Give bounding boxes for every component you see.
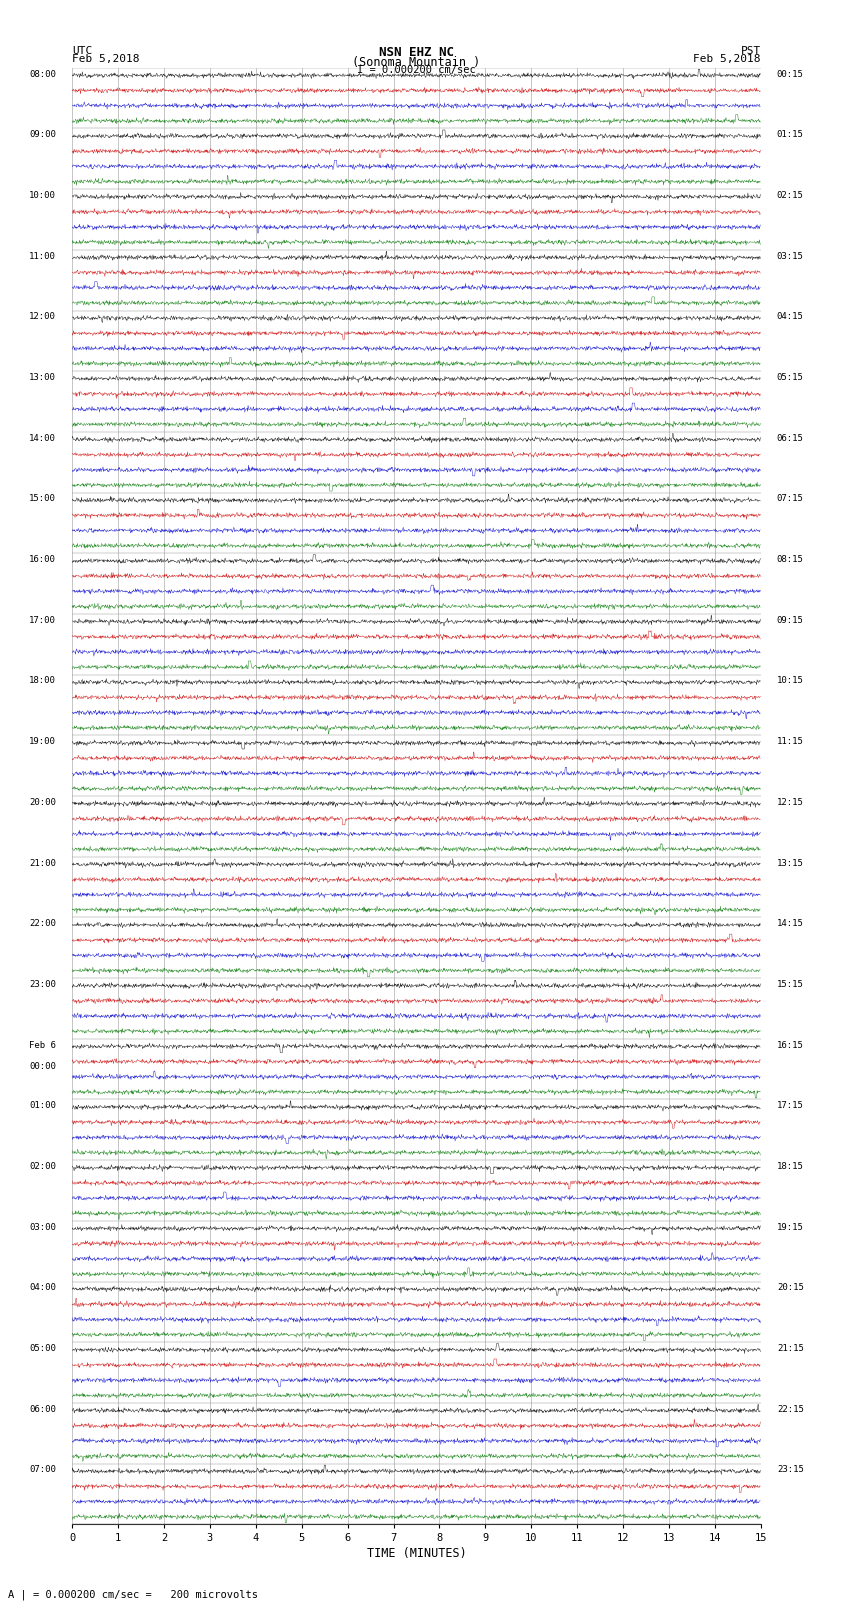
Text: 02:00: 02:00 — [29, 1161, 56, 1171]
Text: 07:00: 07:00 — [29, 1466, 56, 1474]
Text: PST: PST — [740, 45, 761, 56]
Text: 21:00: 21:00 — [29, 858, 56, 868]
Text: A | = 0.000200 cm/sec =   200 microvolts: A | = 0.000200 cm/sec = 200 microvolts — [8, 1589, 258, 1600]
Text: 23:00: 23:00 — [29, 981, 56, 989]
Text: 17:00: 17:00 — [29, 616, 56, 624]
Text: 05:15: 05:15 — [777, 373, 804, 382]
Text: 08:15: 08:15 — [777, 555, 804, 565]
Text: 06:15: 06:15 — [777, 434, 804, 442]
Text: 01:15: 01:15 — [777, 131, 804, 139]
Text: UTC: UTC — [72, 45, 93, 56]
Text: 22:00: 22:00 — [29, 919, 56, 927]
Text: 14:15: 14:15 — [777, 919, 804, 927]
Text: 16:00: 16:00 — [29, 555, 56, 565]
Text: 14:00: 14:00 — [29, 434, 56, 442]
Text: 15:00: 15:00 — [29, 495, 56, 503]
Text: NSN EHZ NC: NSN EHZ NC — [379, 45, 454, 60]
Text: 11:00: 11:00 — [29, 252, 56, 261]
Text: 00:00: 00:00 — [29, 1061, 56, 1071]
Text: 23:15: 23:15 — [777, 1466, 804, 1474]
Text: 19:15: 19:15 — [777, 1223, 804, 1232]
Text: 09:15: 09:15 — [777, 616, 804, 624]
Text: 18:15: 18:15 — [777, 1161, 804, 1171]
Text: (Sonoma Mountain ): (Sonoma Mountain ) — [353, 56, 480, 69]
Text: I = 0.000200 cm/sec: I = 0.000200 cm/sec — [357, 65, 476, 76]
Text: 19:00: 19:00 — [29, 737, 56, 747]
Text: 10:00: 10:00 — [29, 190, 56, 200]
Text: 06:00: 06:00 — [29, 1405, 56, 1413]
Text: 02:15: 02:15 — [777, 190, 804, 200]
Text: 09:00: 09:00 — [29, 131, 56, 139]
Text: Feb 5,2018: Feb 5,2018 — [72, 53, 139, 65]
Text: 03:15: 03:15 — [777, 252, 804, 261]
Text: 16:15: 16:15 — [777, 1040, 804, 1050]
Text: 07:15: 07:15 — [777, 495, 804, 503]
Text: 15:15: 15:15 — [777, 981, 804, 989]
Text: 04:15: 04:15 — [777, 313, 804, 321]
Text: 20:00: 20:00 — [29, 798, 56, 806]
Text: 17:15: 17:15 — [777, 1102, 804, 1110]
Text: 22:15: 22:15 — [777, 1405, 804, 1413]
Text: 12:15: 12:15 — [777, 798, 804, 806]
Text: 13:00: 13:00 — [29, 373, 56, 382]
Text: 05:00: 05:00 — [29, 1344, 56, 1353]
Text: 03:00: 03:00 — [29, 1223, 56, 1232]
Text: 21:15: 21:15 — [777, 1344, 804, 1353]
Text: 13:15: 13:15 — [777, 858, 804, 868]
Text: 11:15: 11:15 — [777, 737, 804, 747]
X-axis label: TIME (MINUTES): TIME (MINUTES) — [366, 1547, 467, 1560]
Text: Feb 5,2018: Feb 5,2018 — [694, 53, 761, 65]
Text: 01:00: 01:00 — [29, 1102, 56, 1110]
Text: 10:15: 10:15 — [777, 676, 804, 686]
Text: Feb 6: Feb 6 — [29, 1040, 56, 1050]
Text: 00:15: 00:15 — [777, 69, 804, 79]
Text: 12:00: 12:00 — [29, 313, 56, 321]
Text: 04:00: 04:00 — [29, 1284, 56, 1292]
Text: 18:00: 18:00 — [29, 676, 56, 686]
Text: 20:15: 20:15 — [777, 1284, 804, 1292]
Text: 08:00: 08:00 — [29, 69, 56, 79]
